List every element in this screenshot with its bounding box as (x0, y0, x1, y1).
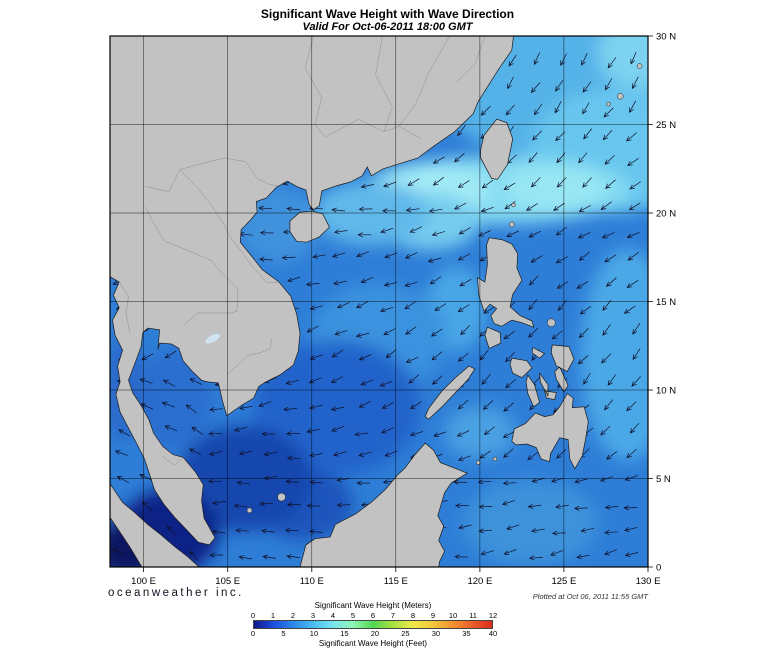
lon-tick-label: 105 E (215, 576, 240, 587)
legend-ticks-meters: 0 1 2 3 4 5 6 7 8 9 10 11 12 (250, 611, 497, 620)
feet-tick-label: 25 (401, 629, 410, 638)
lon-tick-label: 125 E (551, 576, 576, 587)
wave-height-map: 100 E 105 E 110 E 115 E 120 E 125 E 130 E 0 5 N 1… (109, 32, 676, 587)
graticule (110, 36, 648, 567)
lat-tick-label: 25 N (656, 120, 676, 131)
lat-tick-label: 0 (656, 563, 661, 574)
lat-tick-label: 30 N (656, 32, 676, 43)
lat-tick-label: 20 N (656, 209, 676, 220)
legend-title-meters: Significant Wave Height (Meters) (314, 601, 432, 610)
legend-gradient-bar (253, 620, 493, 629)
meters-tick-label: 3 (310, 611, 316, 620)
lat-tick-label: 5 N (656, 474, 671, 485)
map-svg: 100 E 105 E 110 E 115 E 120 E 125 E 130 E 0 5 N 1… (109, 32, 676, 587)
meters-tick-label: 12 (488, 611, 498, 620)
meters-tick-label: 5 (350, 611, 356, 620)
lon-tick-label: 120 E (467, 576, 492, 587)
meters-tick-label: 2 (290, 611, 296, 620)
meters-tick-label: 10 (448, 611, 458, 620)
small-island (617, 92, 624, 100)
meters-tick-label: 9 (430, 611, 436, 620)
small-island (547, 318, 556, 327)
small-island (606, 101, 611, 107)
small-island (246, 507, 253, 514)
small-island (277, 492, 286, 502)
feet-tick-label: 15 (340, 629, 349, 638)
meters-tick-label: 6 (370, 611, 376, 620)
tonle-sap-lake (205, 333, 220, 344)
feet-tick-label: 10 (309, 629, 319, 638)
small-island (511, 202, 516, 208)
lat-tick-label: 15 N (656, 297, 676, 308)
legend-ticks-feet: 0 5 10 15 20 25 30 35 40 (250, 629, 497, 638)
lat-tick-label: 10 N (656, 386, 676, 397)
wave-height-field (110, 36, 648, 567)
axis-ticks (143, 35, 653, 572)
meters-tick-label: 7 (390, 611, 396, 620)
lon-tick-label: 115 E (384, 576, 408, 587)
feet-tick-label: 30 (431, 629, 441, 638)
lon-tick-label: 130 E (636, 576, 661, 587)
meters-tick-label: 8 (410, 611, 416, 620)
feet-tick-label: 20 (370, 629, 380, 638)
small-island (492, 456, 498, 462)
political-borders (118, 36, 486, 466)
legend-title-feet: Significant Wave Height (Feet) (318, 639, 428, 648)
oceanweather-logo-text: oceanweather inc. (108, 587, 244, 599)
valid-time-subtitle: Valid For Oct-06-2011 18:00 GMT (302, 21, 473, 33)
lon-tick-label: 110 E (300, 576, 324, 587)
small-island (509, 221, 515, 228)
plotted-timestamp: Plotted at Oct 06, 2011 11:55 GMT (532, 592, 648, 601)
feet-tick-label: 0 (250, 629, 256, 638)
small-island (636, 63, 643, 69)
meters-tick-label: 11 (469, 611, 477, 620)
landmasses (110, 36, 589, 567)
page-title: Significant Wave Height with Wave Direct… (260, 7, 515, 21)
meters-tick-label: 4 (330, 611, 336, 620)
lon-tick-label: 100 E (131, 576, 156, 587)
small-island (475, 460, 481, 465)
feet-tick-label: 5 (281, 629, 286, 638)
feet-tick-label: 40 (488, 629, 498, 638)
meters-tick-label: 1 (270, 611, 276, 620)
feet-tick-label: 35 (462, 629, 471, 638)
meters-tick-label: 0 (250, 611, 256, 620)
